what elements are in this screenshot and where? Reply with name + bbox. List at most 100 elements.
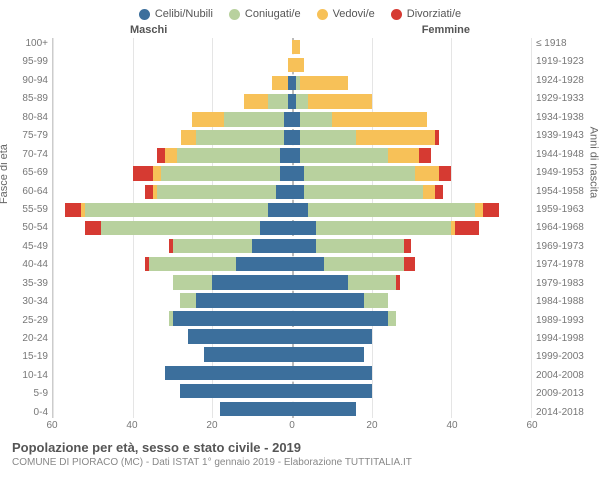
male-bar [53,185,292,199]
female-bar [292,58,531,72]
male-bar [53,384,292,398]
bar-segment [276,185,292,199]
birth-tick: 1939-1943 [536,130,590,141]
bar-segment [304,166,416,180]
male-label: Maschi [130,24,167,36]
birth-tick: ≤ 1918 [536,38,590,49]
y-axis-left: 100+95-9990-9485-8980-8475-7970-7465-696… [10,38,52,418]
legend-swatch [229,9,240,20]
age-tick: 50-54 [10,222,48,233]
bar-segment [280,166,292,180]
bar-segment [292,329,372,343]
female-bar [292,257,531,271]
birth-tick: 2009-2013 [536,388,590,399]
age-tick: 80-84 [10,112,48,123]
bar-segment [292,130,300,144]
x-axis: 6040200204060 [52,420,532,434]
male-bar [53,58,292,72]
x-tick: 60 [46,420,57,431]
x-tick: 40 [126,420,137,431]
bar-segment [204,347,292,361]
pyramid-row [53,147,531,165]
female-bar [292,94,531,108]
age-tick: 95-99 [10,56,48,67]
female-bar [292,347,531,361]
male-bar [53,366,292,380]
age-tick: 35-39 [10,278,48,289]
bar-segment [292,148,300,162]
female-bar [292,329,531,343]
bar-segment [149,257,237,271]
bar-segment [419,148,431,162]
pyramid-row [53,400,531,418]
bar-segment [236,257,292,271]
pyramid-row [53,74,531,92]
pyramid-row [53,183,531,201]
chart-title: Popolazione per età, sesso e stato civil… [12,440,588,455]
bar-segment [348,275,396,289]
bar-segment [475,203,483,217]
pyramid-row [53,128,531,146]
male-bar [53,203,292,217]
bar-segment [296,94,308,108]
bar-segment [388,148,420,162]
bar-segment [300,76,348,90]
male-bar [53,76,292,90]
male-bar [53,293,292,307]
bar-segment [292,58,304,72]
bar-segment [396,275,400,289]
bar-segment [157,185,277,199]
male-bar [53,329,292,343]
bar-segment [292,221,316,235]
legend-item: Divorziati/e [391,8,461,20]
pyramid-row [53,364,531,382]
female-bar [292,275,531,289]
legend-swatch [139,9,150,20]
bar-segment [292,366,372,380]
bar-segment [177,148,281,162]
female-label: Femmine [422,24,470,36]
male-bar [53,40,292,54]
bar-segment [260,221,292,235]
bar-segment [280,148,292,162]
x-tick: 20 [366,420,377,431]
age-tick: 45-49 [10,241,48,252]
female-bar [292,293,531,307]
birth-tick: 1964-1968 [536,222,590,233]
birth-tick: 1919-1923 [536,56,590,67]
bar-segment [308,203,475,217]
birth-tick: 1949-1953 [536,167,590,178]
male-bar [53,257,292,271]
age-tick: 55-59 [10,204,48,215]
bar-segment [212,275,292,289]
male-bar [53,239,292,253]
bar-segment [292,185,304,199]
y-axis-right: ≤ 19181919-19231924-19281929-19331934-19… [532,38,590,418]
pyramid-row [53,328,531,346]
female-bar [292,402,531,416]
birth-tick: 1969-1973 [536,241,590,252]
age-tick: 0-4 [10,407,48,418]
bar-segment [300,112,332,126]
female-bar [292,221,531,235]
female-bar [292,40,531,54]
birth-tick: 1974-1978 [536,259,590,270]
age-tick: 40-44 [10,259,48,270]
bar-segment [181,130,197,144]
male-bar [53,166,292,180]
bar-segment [292,166,304,180]
age-tick: 10-14 [10,370,48,381]
birth-tick: 1999-2003 [536,351,590,362]
bar-segment [435,130,439,144]
age-tick: 30-34 [10,296,48,307]
bar-segment [292,384,372,398]
male-bar [53,112,292,126]
pyramid-chart: Celibi/NubiliConiugati/eVedovi/eDivorzia… [0,0,600,500]
legend-swatch [391,9,402,20]
bar-segment [65,203,81,217]
pyramid-row [53,382,531,400]
age-tick: 75-79 [10,130,48,141]
age-tick: 5-9 [10,388,48,399]
birth-tick: 1994-1998 [536,333,590,344]
age-tick: 20-24 [10,333,48,344]
